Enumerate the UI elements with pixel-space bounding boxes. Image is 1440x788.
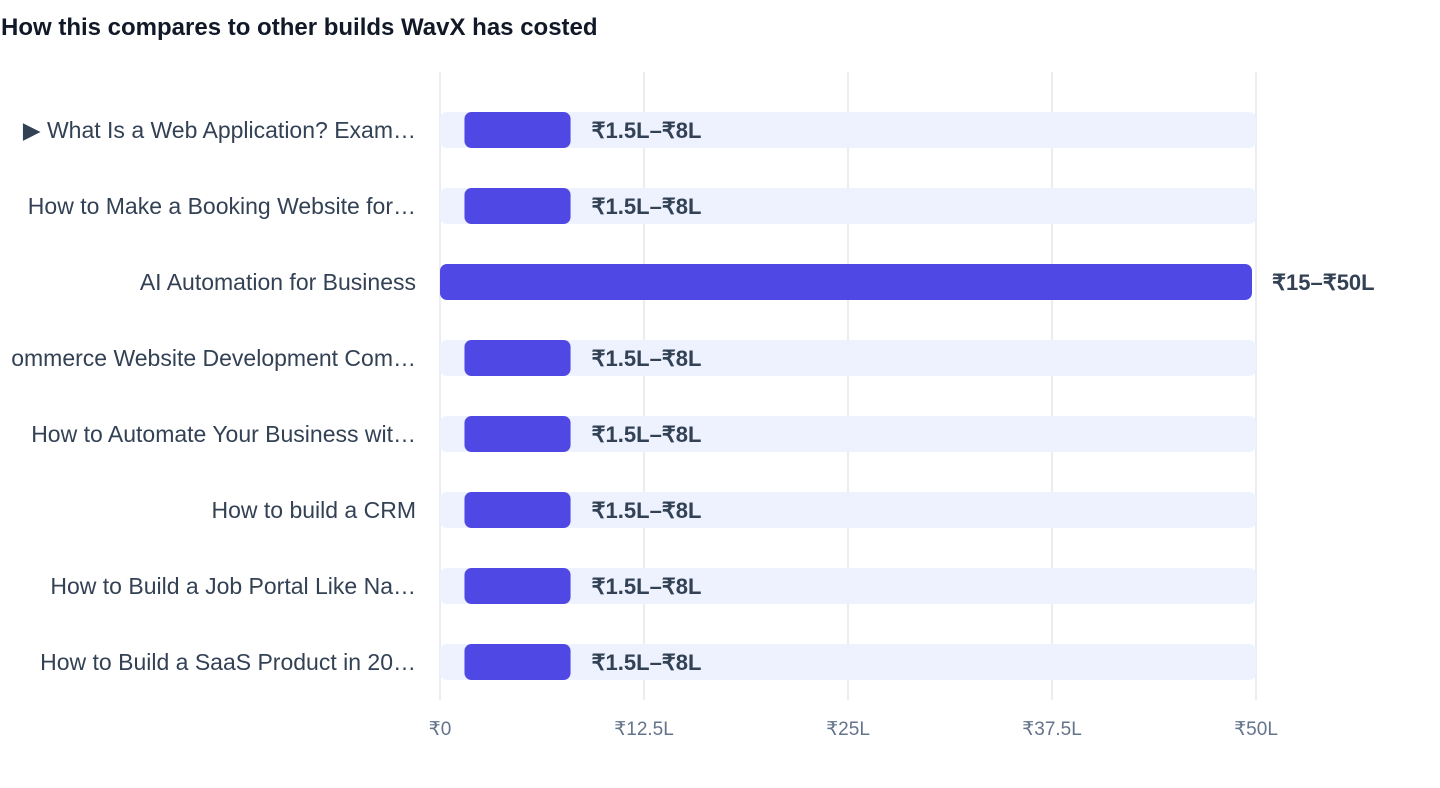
bar-track (440, 644, 1256, 680)
value-label: ₹1.5L–₹8L (592, 194, 702, 219)
value-label: ₹1.5L–₹8L (592, 118, 702, 143)
range-bar (464, 188, 571, 224)
bar-track (440, 188, 1256, 224)
bar-track (440, 340, 1256, 376)
x-tick-label: ₹12.5L (614, 719, 674, 740)
bar-track (440, 568, 1256, 604)
category-label: AI Automation for Business (140, 269, 416, 295)
value-label: ₹1.5L–₹8L (592, 346, 702, 371)
range-bar (464, 416, 571, 452)
x-tick-label: ₹25L (826, 719, 870, 740)
category-label: ▶ What Is a Web Application? Exam… (23, 117, 416, 143)
x-tick-label: ₹50L (1234, 719, 1278, 740)
range-bar (464, 340, 571, 376)
category-label: ommerce Website Development Com… (11, 345, 416, 371)
category-label: How to Make a Booking Website for… (28, 193, 416, 219)
range-bar (464, 568, 571, 604)
category-label: How to Automate Your Business wit… (31, 421, 416, 447)
range-bar (464, 644, 571, 680)
category-label: How to Build a SaaS Product in 20… (40, 649, 416, 675)
category-label: How to Build a Job Portal Like Na… (50, 573, 416, 599)
value-label: ₹1.5L–₹8L (592, 650, 702, 675)
value-label: ₹1.5L–₹8L (592, 498, 702, 523)
category-label: How to build a CRM (211, 497, 416, 523)
bar-track (440, 112, 1256, 148)
value-label: ₹1.5L–₹8L (592, 422, 702, 447)
bar-track (440, 416, 1256, 452)
range-bar (464, 492, 571, 528)
range-bar (464, 112, 571, 148)
x-tick-label: ₹0 (429, 719, 452, 740)
range-bar (440, 264, 1252, 300)
bar-track (440, 492, 1256, 528)
value-label: ₹15–₹50L (1272, 270, 1375, 295)
chart-title: How this compares to other builds WavX h… (1, 14, 598, 41)
x-tick-label: ₹37.5L (1022, 719, 1082, 740)
value-label: ₹1.5L–₹8L (592, 574, 702, 599)
